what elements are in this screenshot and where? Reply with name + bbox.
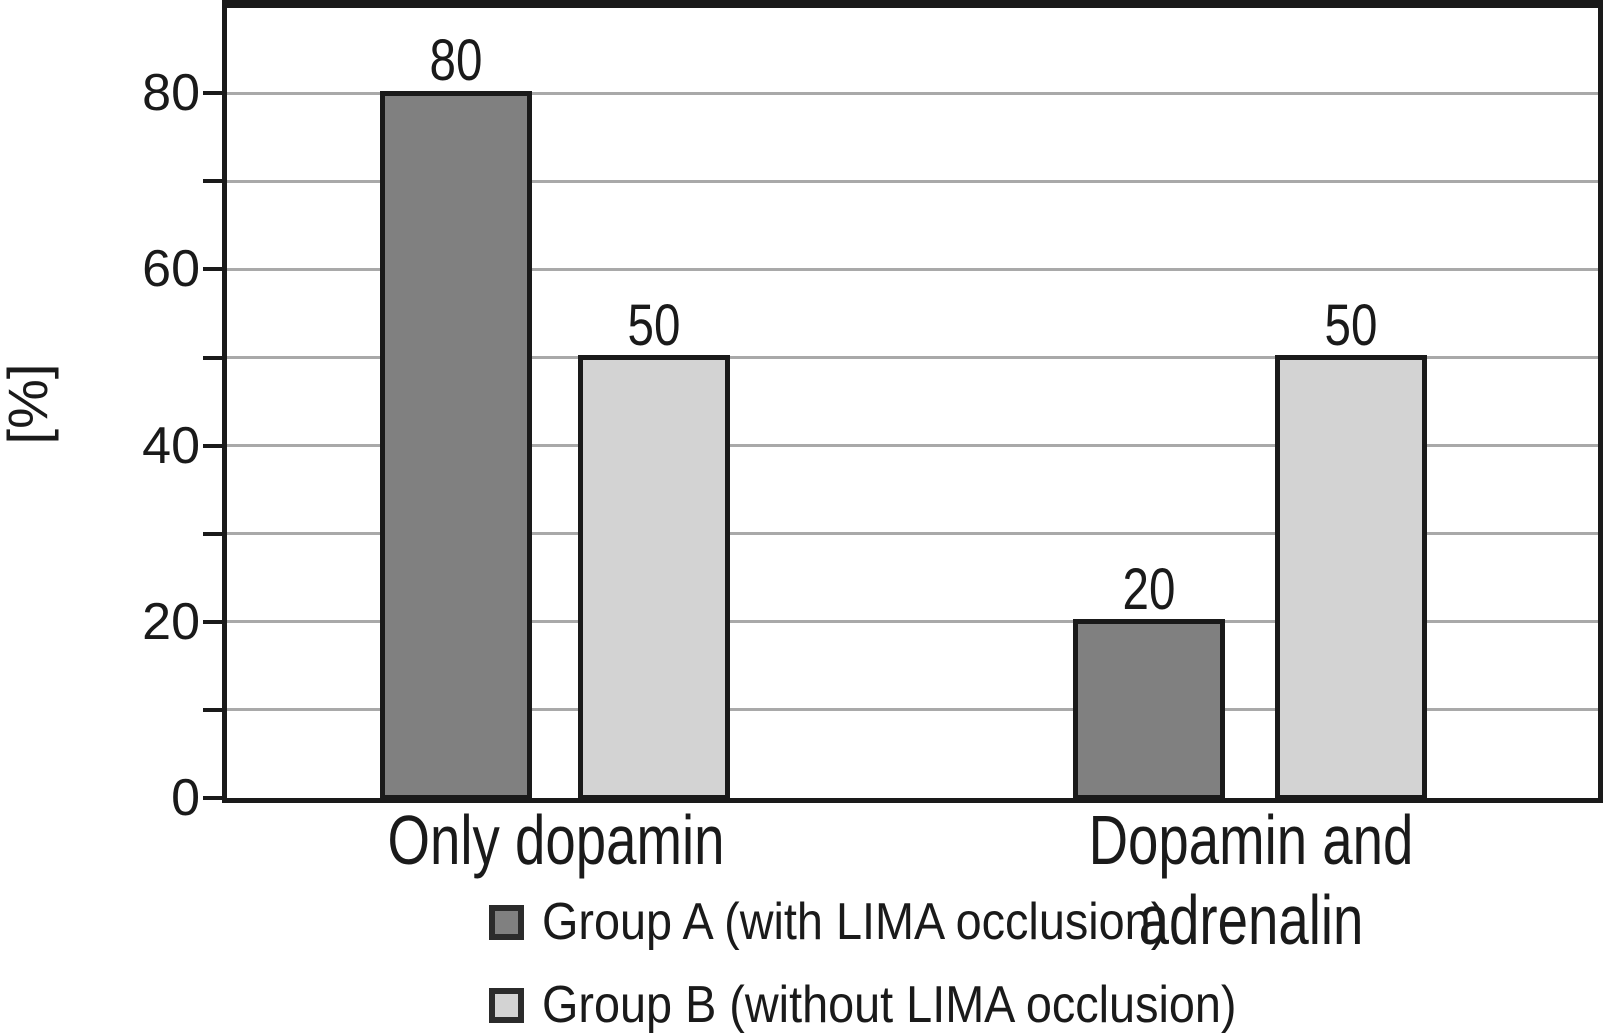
y-tick-0 [203,796,222,800]
y-tick-80 [203,91,222,96]
y-axis-title: [%] [0,363,59,445]
y-tick-20 [203,619,222,624]
gridline-10 [227,708,1598,712]
bar-value-label-series1-cat2: 20 [1122,556,1176,622]
gridline-60 [227,267,1598,271]
bar-value-label-series2-cat1: 50 [627,292,681,358]
bar-series1-cat2 [1073,619,1225,800]
legend-swatch-group-a [489,905,524,940]
gridline-80 [227,91,1598,95]
y-tick-40 [203,443,222,448]
bar-series2-cat2 [1275,355,1427,800]
gridline-20 [227,620,1598,624]
bar-value-label-series1-cat1: 80 [429,28,483,94]
bar-value-label-series2-cat2: 50 [1324,292,1378,358]
bar-series2-cat1 [578,355,730,800]
legend-label-group-a: Group A (with LIMA occlusion) [542,893,1167,951]
gridline-70 [227,179,1598,183]
y-tick-label-20: 20 [142,592,200,651]
y-tick-10 [203,707,222,712]
y-tick-label-40: 40 [142,416,200,475]
legend-label-group-b: Group B (without LIMA occlusion) [542,976,1237,1034]
y-tick-70 [203,179,222,184]
gridline-50 [227,356,1598,359]
x-category-label-dopamin-and-adrenalin: Dopamin and adrenalin [1088,801,1414,959]
y-tick-50 [203,355,222,360]
gridline-30 [227,532,1598,536]
bar-series1-cat1 [380,90,532,800]
y-tick-label-60: 60 [142,240,200,299]
legend-swatch-group-b [489,988,524,1023]
y-tick-60 [203,267,222,272]
y-tick-30 [203,531,222,536]
y-tick-label-80: 80 [142,64,200,123]
gridline-40 [227,444,1598,448]
x-category-label-only-dopamin: Only dopamin [387,801,725,879]
y-tick-label-0: 0 [171,769,200,827]
